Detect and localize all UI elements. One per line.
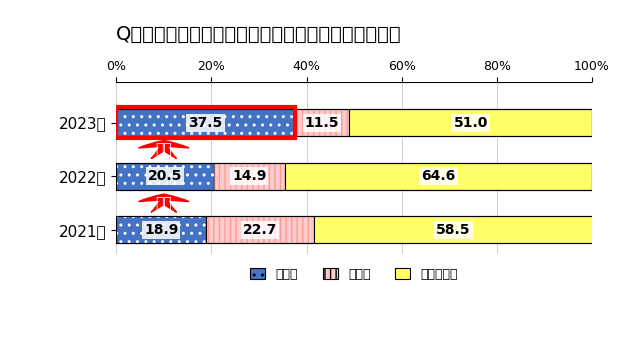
Text: 増加: 増加: [156, 196, 172, 210]
Text: 20.5: 20.5: [148, 169, 182, 183]
Text: 14.9: 14.9: [232, 169, 266, 183]
Bar: [214, 163, 284, 190]
Text: 58.5: 58.5: [436, 223, 471, 237]
Bar: [116, 217, 206, 243]
Bar: [116, 109, 294, 136]
Bar: [294, 109, 349, 136]
Bar: [314, 217, 592, 243]
Bar: [206, 217, 314, 243]
Bar: [314, 217, 592, 243]
Text: 22.7: 22.7: [243, 223, 278, 237]
Text: 増加: 増加: [156, 143, 172, 157]
Bar: [294, 109, 349, 136]
Bar: [284, 163, 592, 190]
Bar: [349, 109, 592, 136]
Bar: [116, 163, 214, 190]
Bar: [206, 217, 314, 243]
Text: 51.0: 51.0: [454, 116, 488, 130]
Text: Q．昨年同時期と比較して、支出に増減はありますか: Q．昨年同時期と比較して、支出に増減はありますか: [116, 25, 402, 44]
Bar: [116, 109, 294, 136]
Bar: [284, 163, 592, 190]
Text: 37.5: 37.5: [188, 116, 222, 130]
Legend: 増えた, 減った, 変わらない: 増えた, 減った, 変わらない: [246, 263, 463, 285]
Bar: [349, 109, 592, 136]
Text: 18.9: 18.9: [144, 223, 178, 237]
Bar: [116, 217, 206, 243]
Bar: [214, 163, 284, 190]
Bar: [116, 163, 214, 190]
Text: 64.6: 64.6: [421, 169, 456, 183]
Text: 11.5: 11.5: [305, 116, 339, 130]
